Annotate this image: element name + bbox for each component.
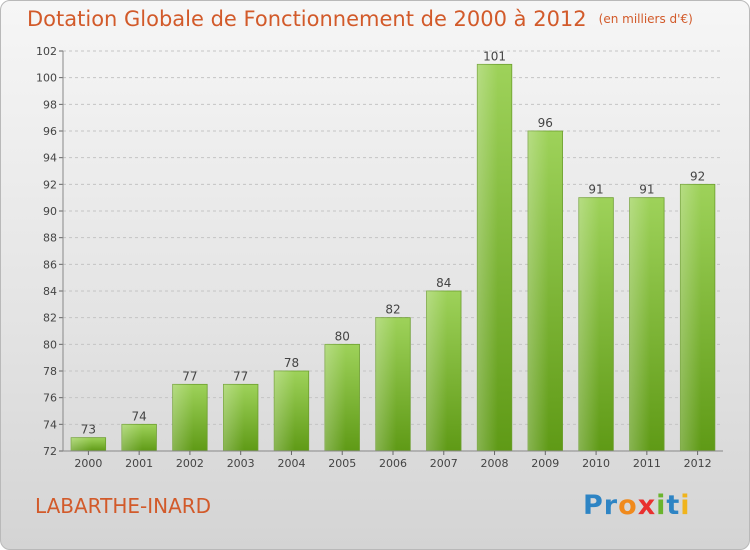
bar-value-label: 91 [588,183,603,197]
x-tick-label: 2006 [379,457,407,470]
bar-value-label: 82 [385,303,400,317]
x-tick-label: 2009 [531,457,559,470]
bar-highlight [172,384,208,451]
proxiti-logo[interactable]: Proxiti [583,490,691,521]
x-tick-label: 2001 [125,457,153,470]
y-tick-label: 96 [43,125,57,138]
chart-title-text: Dotation Globale de Fonctionnement de 20… [27,7,587,31]
y-tick-label: 78 [43,365,57,378]
chart-unit: (en milliers d'€) [598,12,693,26]
bar-value-label: 92 [690,169,705,183]
bar-highlight [528,131,563,451]
bar-value-label: 101 [483,49,506,63]
logo-letter: x [637,490,657,521]
y-tick-label: 84 [43,285,57,298]
chart-title: Dotation Globale de Fonctionnement de 20… [27,7,693,31]
bar-highlight [578,197,614,451]
logo-letter: o [618,490,638,521]
municipality-name: LABARTHE-INARD [35,494,212,518]
bars [70,63,716,452]
bar-value-label: 77 [233,369,248,383]
x-tick-label: 2012 [684,457,712,470]
x-tick-label: 2000 [74,457,102,470]
y-tick-label: 72 [43,445,57,458]
bar-highlight [426,291,462,451]
labels: 73 74 77 77 78 80 82 84 101 96 91 91 92 [81,49,706,436]
bar-highlight [477,64,512,452]
logo-letter: i [680,490,691,521]
bar-highlight [71,437,106,451]
axes: 72 74 76 78 80 82 84 86 88 90 92 94 96 98 100 102 2000 20… [36,45,723,470]
bar-highlight [121,424,157,451]
bar-highlight [223,384,258,451]
x-tick-label: 2003 [227,457,255,470]
x-tick-label: 2008 [481,457,509,470]
bar-highlight [274,371,309,451]
y-tick-label: 94 [43,152,57,165]
y-tick-label: 98 [43,98,57,111]
x-tick-label: 2004 [277,457,305,470]
x-tick-label: 2002 [176,457,204,470]
bar-value-label: 80 [335,329,350,343]
x-tick-label: 2010 [582,457,610,470]
bar-value-label: 74 [132,409,147,423]
bar-value-label: 78 [284,356,299,370]
y-tick-label: 92 [43,178,57,191]
logo-letter: P [583,490,604,521]
y-tick-label: 76 [43,392,57,405]
x-tick-label: 2007 [430,457,458,470]
bar-highlight [680,184,715,452]
bar-highlight [375,317,411,451]
y-tick-label: 74 [43,418,57,431]
bar-value-label: 84 [436,276,451,290]
logo-letter: t [666,490,681,521]
bar-value-label: 96 [538,116,553,130]
y-tick-label: 102 [36,45,57,58]
bar-highlight [629,197,665,451]
bar-value-label: 77 [182,369,197,383]
logo-letter: i [656,490,667,521]
y-tick-label: 90 [43,205,57,218]
bar-value-label: 73 [81,423,96,437]
y-tick-label: 80 [43,338,57,351]
y-tick-label: 88 [43,232,57,245]
y-tick-label: 100 [36,72,57,85]
logo-letter: r [603,490,619,521]
bar-value-label: 91 [639,183,654,197]
y-tick-label: 86 [43,258,57,271]
x-tick-label: 2011 [633,457,661,470]
x-tick-label: 2005 [328,457,356,470]
bar-highlight [324,344,360,451]
y-tick-label: 82 [43,312,57,325]
